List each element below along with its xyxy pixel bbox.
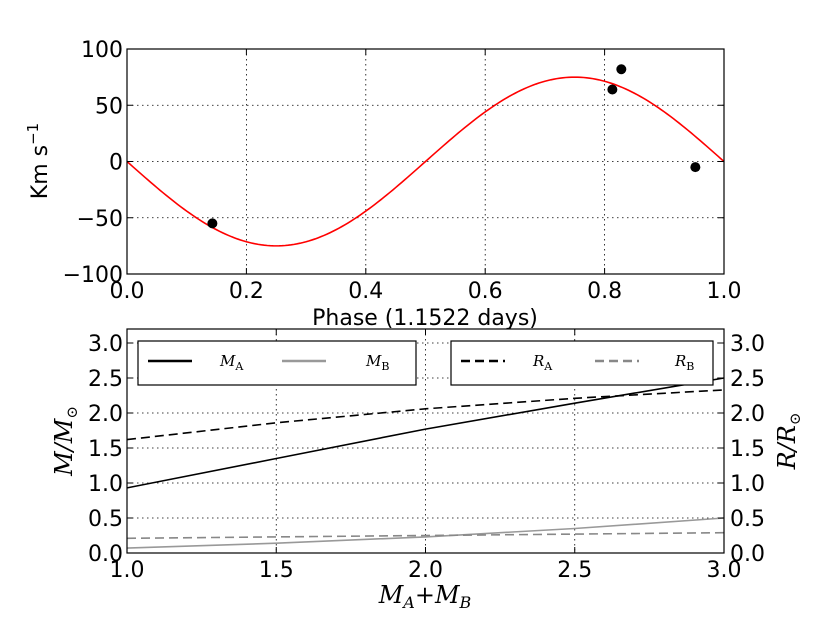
rv-y-tick-label: −50 bbox=[77, 207, 123, 232]
mr-left-y-tick-label: 2.5 bbox=[88, 367, 123, 392]
mr-right-y-tick-label: 2.5 bbox=[730, 367, 765, 392]
rv-observations bbox=[207, 64, 701, 229]
rv-panel: 0.0 0.2 0.4 0.6 0.8 1.0 −100 −50 0 50 100 Phase (… bbox=[24, 38, 742, 331]
radius-legend-box bbox=[450, 340, 714, 386]
rv-x-tick-label: 0.8 bbox=[587, 279, 622, 304]
mr-right-y-tick-label: 1.5 bbox=[730, 437, 765, 462]
mr-right-y-tick-label: 2.0 bbox=[730, 402, 765, 427]
rv-y-tick-label: −100 bbox=[63, 263, 123, 288]
mass-legend: MA MB bbox=[137, 340, 417, 386]
mr-x-tick-label: 1.5 bbox=[259, 558, 294, 583]
legend-ma-label: MA bbox=[219, 352, 244, 373]
mr-left-y-tick-label: 1.0 bbox=[88, 472, 123, 497]
mr-right-y-tick-label: 0.5 bbox=[730, 507, 765, 532]
mr-x-tick-label: 3.0 bbox=[707, 558, 742, 583]
rv-x-tick-label: 0.0 bbox=[110, 279, 145, 304]
mr-left-y-axis-title: M/M⊙ bbox=[50, 406, 81, 477]
rv-y-axis-unit: Km s bbox=[28, 145, 53, 199]
rv-observation-point bbox=[607, 84, 618, 95]
rv-x-tick-label: 1.0 bbox=[707, 279, 742, 304]
mr-left-y-tick-label: 2.0 bbox=[88, 402, 123, 427]
rv-y-axis-exponent: −1 bbox=[24, 123, 42, 145]
rv-x-tick-label: 0.4 bbox=[348, 279, 383, 304]
mr-x-tick-label: 2.0 bbox=[408, 558, 443, 583]
radius-legend: RA RB bbox=[450, 340, 714, 386]
rv-y-axis-title: Km s−1 bbox=[24, 123, 53, 199]
mr-x-tick-labels: 1.0 1.5 2.0 2.5 3.0 bbox=[110, 558, 742, 583]
mr-left-y-tick-labels: 0.0 0.5 1.0 1.5 2.0 2.5 3.0 bbox=[88, 332, 123, 567]
mass-radius-panel: 1.0 1.5 2.0 2.5 3.0 0.0 0.5 1.0 1.5 2.0 2.5 3.0 0.… bbox=[50, 328, 804, 612]
rv-observation-point bbox=[616, 64, 627, 75]
mr-right-y-tick-label: 1.0 bbox=[730, 472, 765, 497]
legend-rb-label: RB bbox=[674, 352, 694, 373]
mr-series-lines bbox=[126, 377, 725, 549]
rv-model-curve bbox=[126, 76, 725, 247]
mr-x-axis-title: MA+MB bbox=[378, 581, 472, 612]
mass-legend-box bbox=[137, 340, 417, 386]
mr-left-y-tick-label: 3.0 bbox=[88, 332, 123, 357]
mr-series-r-a bbox=[126, 389, 725, 441]
mr-right-y-tick-label: 0.0 bbox=[730, 542, 765, 567]
mr-series-m-a bbox=[126, 377, 725, 489]
mr-series-r-b bbox=[126, 531, 725, 540]
rv-observation-point bbox=[207, 218, 218, 229]
mr-right-y-tick-label: 3.0 bbox=[730, 332, 765, 357]
mr-left-y-tick-label: 1.5 bbox=[88, 437, 123, 462]
rv-observation-point bbox=[690, 162, 701, 173]
rv-ticks bbox=[126, 48, 725, 275]
rv-x-axis-title: Phase (1.1522 days) bbox=[312, 306, 538, 331]
mr-series-m-b bbox=[126, 517, 725, 549]
rv-x-tick-labels: 0.0 0.2 0.4 0.6 0.8 1.0 bbox=[110, 279, 742, 304]
mr-x-tick-label: 1.0 bbox=[110, 558, 145, 583]
mr-left-y-tick-label: 0.5 bbox=[88, 507, 123, 532]
mr-right-y-tick-labels: 0.0 0.5 1.0 1.5 2.0 2.5 3.0 bbox=[730, 332, 765, 567]
rv-y-tick-label: 100 bbox=[81, 38, 123, 63]
mr-ticks bbox=[126, 329, 725, 554]
mr-right-y-axis-title: R/R⊙ bbox=[773, 413, 804, 471]
rv-y-tick-label: 0 bbox=[109, 151, 123, 176]
legend-ra-label: RA bbox=[532, 352, 553, 373]
mr-left-y-tick-label: 0.0 bbox=[88, 542, 123, 567]
legend-mb-label: MB bbox=[365, 352, 389, 373]
rv-x-tick-label: 0.2 bbox=[229, 279, 264, 304]
mr-x-tick-label: 2.5 bbox=[557, 558, 592, 583]
rv-y-tick-labels: −100 −50 0 50 100 bbox=[63, 38, 123, 288]
rv-x-tick-label: 0.6 bbox=[468, 279, 503, 304]
rv-y-tick-label: 50 bbox=[95, 94, 123, 119]
